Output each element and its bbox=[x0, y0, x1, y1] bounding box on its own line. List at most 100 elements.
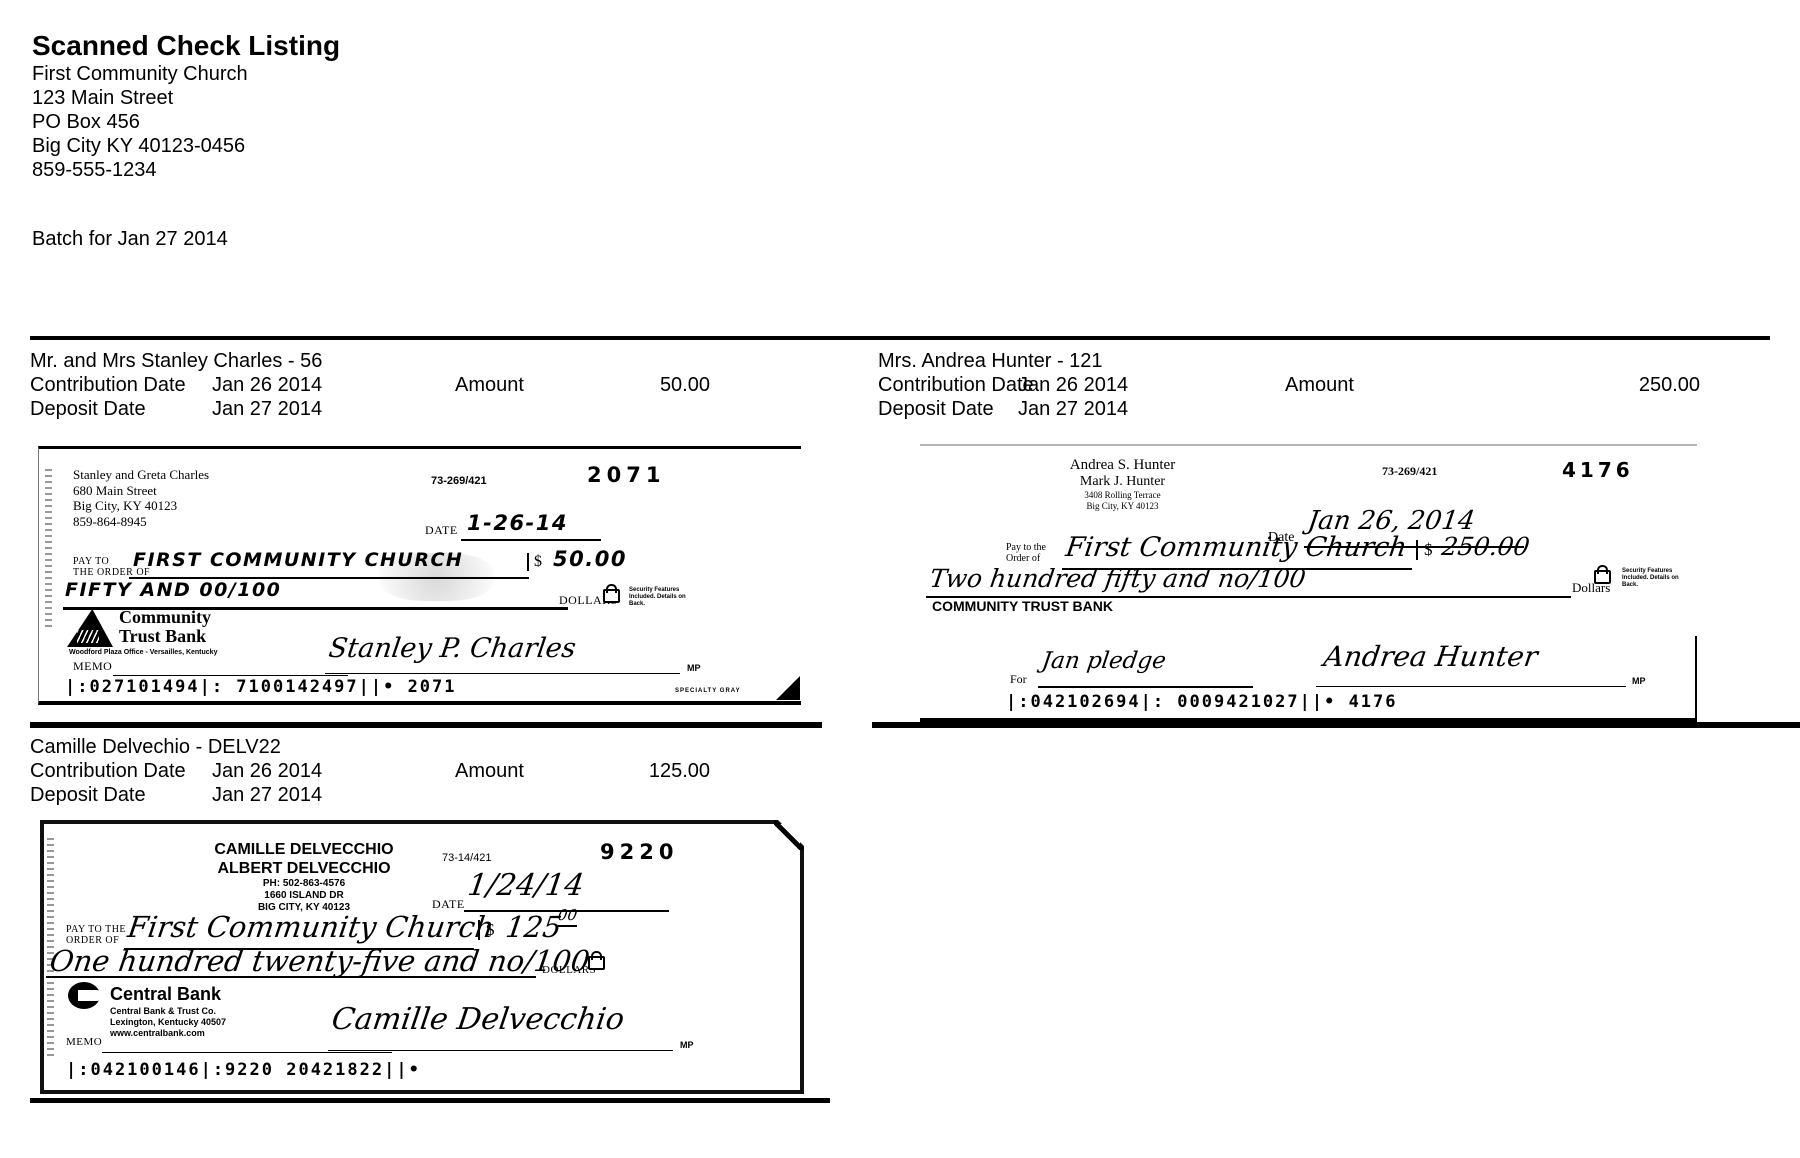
folded-corner bbox=[774, 820, 804, 850]
page-title: Scanned Check Listing bbox=[32, 30, 341, 61]
deposit-row: Deposit Date Jan 27 2014 bbox=[30, 784, 710, 808]
payer-street: 1660 ISLAND DR bbox=[264, 890, 344, 901]
payee-line bbox=[1062, 568, 1412, 570]
bottom-divider bbox=[30, 1098, 830, 1103]
memo-line bbox=[102, 1052, 392, 1053]
scan-right-edge bbox=[1695, 636, 1697, 721]
contribution-date-label: Contribution Date bbox=[30, 374, 186, 396]
deposit-row: Deposit Date Jan 27 2014 bbox=[878, 398, 1700, 422]
handwritten-amount-words: Two hundred fifty and no/100 bbox=[927, 564, 1308, 593]
org-phone: 859-555-1234 bbox=[32, 159, 157, 181]
dollars-label: DOLLARS bbox=[559, 593, 618, 607]
handwritten-amount-cents: 00 bbox=[557, 906, 578, 927]
bank-sub-3: www.centralbank.com bbox=[110, 1028, 205, 1038]
date-label: DATE bbox=[425, 523, 458, 537]
edge-microtext bbox=[47, 838, 54, 1058]
handwritten-amount: 50.00 bbox=[553, 547, 627, 571]
for-label: For bbox=[1010, 672, 1027, 686]
handwritten-amount: 250.00 bbox=[1439, 532, 1532, 561]
contribution-date-value: Jan 26 2014 bbox=[1018, 374, 1129, 396]
deposit-date-label: Deposit Date bbox=[30, 398, 146, 420]
check-number: 2071 bbox=[587, 463, 666, 487]
bank-name-line1: Community bbox=[119, 607, 212, 627]
pay-to-label: PAY TO THE ORDER OF bbox=[66, 924, 127, 946]
edge-microtext bbox=[45, 469, 52, 629]
dollars-label: DOLLARS bbox=[542, 964, 597, 976]
contribution-row: Contribution Date Jan 26 2014 Amount 125… bbox=[30, 760, 710, 784]
amount-label: Amount bbox=[455, 374, 524, 396]
routing-fraction: 73-269/421 bbox=[431, 475, 487, 487]
routing-fraction: 73-269/421 bbox=[1382, 464, 1438, 478]
contribution-date-label: Contribution Date bbox=[30, 760, 186, 782]
dollar-sign: $ bbox=[1416, 540, 1433, 560]
handwritten-payee: FIRST COMMUNITY CHURCH bbox=[133, 549, 464, 571]
payee-line bbox=[129, 577, 529, 579]
contribution-date-value: Jan 26 2014 bbox=[212, 760, 323, 782]
payer-name-2: Mark J. Hunter bbox=[1079, 474, 1166, 489]
deposit-date-value: Jan 27 2014 bbox=[212, 398, 323, 420]
bank-name: COMMUNITY TRUST BANK bbox=[932, 598, 1113, 614]
org-pobox: PO Box 456 bbox=[32, 111, 140, 133]
payer-address-block: Stanley and Greta Charles 680 Main Stree… bbox=[73, 467, 209, 529]
payer-phone: 859-864-8945 bbox=[73, 513, 147, 529]
payer-address-block: Andrea S. Hunter Mark J. Hunter 3408 Rol… bbox=[1015, 456, 1230, 512]
contribution-row: Contribution Date Jan 26 2014 Amount 250… bbox=[878, 374, 1700, 398]
signature-line bbox=[328, 1050, 673, 1051]
top-divider bbox=[30, 336, 1770, 340]
signature-line bbox=[325, 673, 680, 674]
date-line bbox=[461, 539, 601, 541]
bank-sub-1: Central Bank & Trust Co. bbox=[110, 1006, 217, 1016]
micr-line: |:042100146|:9220 20421822||• bbox=[66, 1060, 421, 1080]
check-number: 9220 bbox=[600, 840, 679, 864]
dollar-sign: $ bbox=[478, 920, 495, 940]
check-image-9220: CAMILLE DELVECCHIO ALBERT DELVECCHIO PH:… bbox=[40, 820, 804, 1094]
deposit-date-label: Deposit Date bbox=[878, 398, 994, 420]
signature: Stanley P. Charles bbox=[326, 633, 578, 664]
security-note: Security Features Included. Details on B… bbox=[1622, 568, 1679, 588]
org-street: 123 Main Street bbox=[32, 87, 174, 109]
memo-label: MEMO bbox=[66, 1036, 103, 1048]
donor-name: Camille Delvechio - DELV22 bbox=[30, 736, 281, 758]
payer-name-1: CAMILLE DELVECCHIO bbox=[214, 841, 394, 858]
date-line bbox=[464, 910, 669, 912]
amount-words-line bbox=[926, 596, 1571, 598]
dollar-sign: $ bbox=[527, 553, 542, 571]
handwritten-date: 1-26-14 bbox=[467, 511, 568, 535]
deposit-date-value: Jan 27 2014 bbox=[1018, 398, 1129, 420]
date-label: Date bbox=[1268, 530, 1295, 545]
bank-sub-2: Lexington, Kentucky 40507 bbox=[110, 1017, 227, 1027]
payer-name-1: Andrea S. Hunter bbox=[1069, 457, 1176, 473]
memo-line bbox=[113, 675, 348, 676]
payer-city: Big City, KY 40123 bbox=[73, 498, 178, 513]
donor-name: Mrs. Andrea Hunter - 121 bbox=[878, 350, 1103, 372]
security-lock-icon bbox=[1594, 565, 1611, 584]
security-note: Security Features Included. Details on B… bbox=[629, 587, 686, 607]
pay-to-label: Pay to the Order of bbox=[1006, 542, 1046, 564]
pay-to-label: PAY TO THE ORDER OF bbox=[73, 556, 151, 578]
handwritten-memo: Jan pledge bbox=[1040, 648, 1168, 674]
handwritten-date: 1/24/14 bbox=[465, 868, 587, 903]
bank-tagline: Woodford Plaza Office - Versailles, Kent… bbox=[69, 649, 218, 656]
payee-line bbox=[124, 948, 474, 950]
row-divider-left bbox=[30, 722, 822, 728]
amount-value: 50.00 bbox=[659, 374, 710, 396]
payer-city: BIG CITY, KY 40123 bbox=[257, 902, 351, 913]
payer-address-block: CAMILLE DELVECCHIO ALBERT DELVECCHIO PH:… bbox=[139, 840, 469, 914]
payer-name-2: ALBERT DELVECCHIO bbox=[217, 860, 391, 877]
central-bank-logo bbox=[68, 982, 102, 1009]
mp-mark: MP bbox=[687, 663, 701, 673]
amount-value: 125.00 bbox=[648, 760, 710, 782]
payer-city: Big City, KY 40123 bbox=[1086, 501, 1159, 511]
payer-names: Stanley and Greta Charles bbox=[73, 467, 210, 482]
check-number: 4176 bbox=[1562, 458, 1634, 482]
batch-line: Batch for Jan 27 2014 bbox=[32, 228, 228, 250]
date-line bbox=[1304, 546, 1524, 548]
contribution-date-label: Contribution Date bbox=[878, 374, 1034, 396]
deposit-date-value: Jan 27 2014 bbox=[212, 784, 323, 806]
amount-words-line bbox=[46, 976, 536, 978]
routing-fraction: 73-14/421 bbox=[442, 852, 492, 864]
deposit-date-label: Deposit Date bbox=[30, 784, 146, 806]
deposit-row: Deposit Date Jan 27 2014 bbox=[30, 398, 710, 422]
org-citystate: Big City KY 40123-0456 bbox=[32, 135, 246, 157]
